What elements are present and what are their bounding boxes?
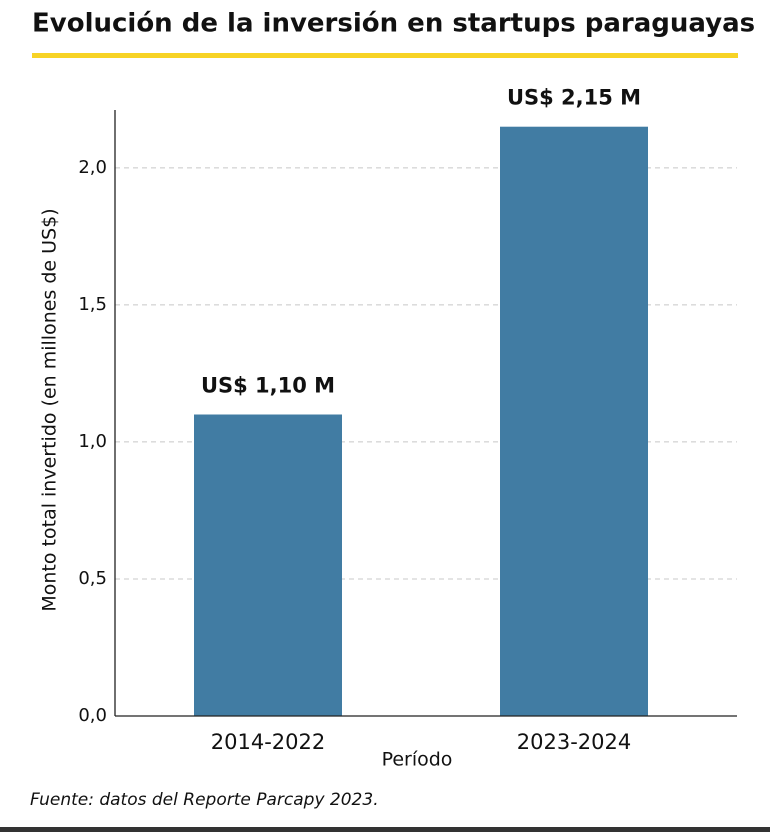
data-label: US$ 1,10 M: [201, 374, 335, 398]
y-tick-label: 0,5: [78, 568, 107, 589]
x-tick-label: 2014-2022: [211, 730, 325, 754]
x-axis-label: Período: [382, 749, 453, 771]
x-tick-label: 2023-2024: [517, 730, 631, 754]
title-underline: [32, 53, 738, 58]
chart-title: Evolución de la inversión en startups pa…: [32, 9, 755, 39]
y-tick-label: 1,5: [78, 294, 107, 315]
bar: [500, 126, 648, 717]
bar: [194, 414, 342, 716]
data-label: US$ 2,15 M: [507, 86, 641, 110]
y-axis-label: Monto total invertido (en millones de US…: [39, 208, 61, 611]
y-tick-label: 1,0: [78, 431, 107, 452]
y-tick-label: 0,0: [78, 705, 107, 726]
y-tick-label: 2,0: [78, 157, 107, 178]
bottom-border: [0, 827, 770, 832]
source-note: Fuente: datos del Reporte Parcapy 2023.: [30, 790, 379, 810]
